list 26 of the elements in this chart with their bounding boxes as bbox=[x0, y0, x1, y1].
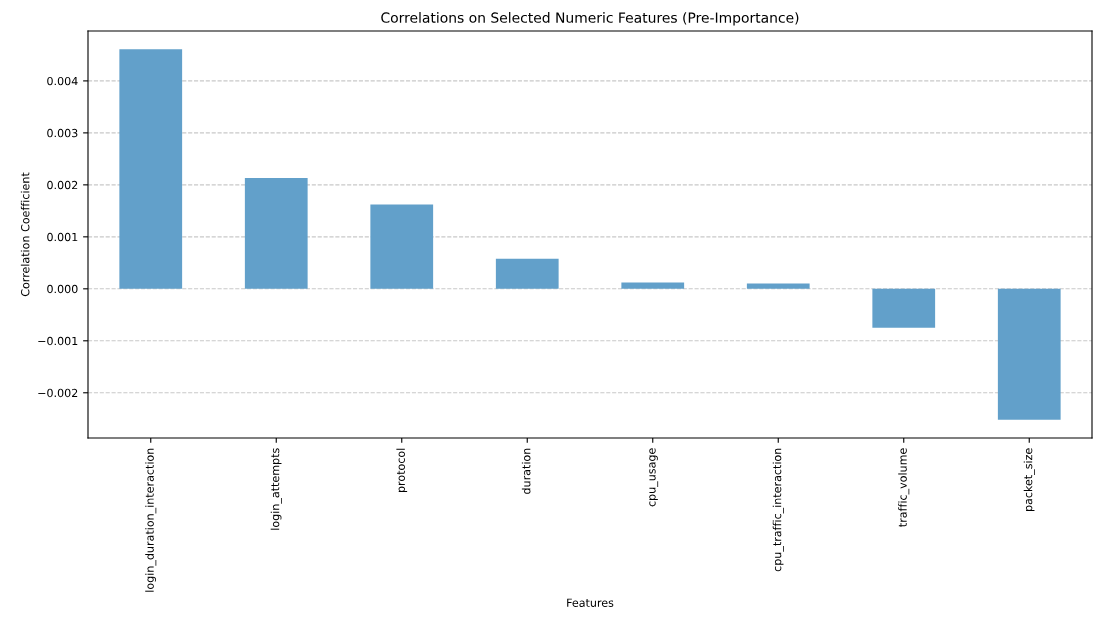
x-tick-label: protocol bbox=[396, 448, 408, 493]
bar bbox=[872, 288, 936, 328]
bar bbox=[621, 282, 685, 289]
y-tick-label: 0.004 bbox=[47, 76, 78, 86]
y-tick-label: −0.002 bbox=[38, 388, 78, 398]
y-tick-label: 0.000 bbox=[47, 284, 78, 294]
x-tick-label: login_attempts bbox=[270, 448, 282, 530]
bar bbox=[997, 288, 1061, 420]
chart-title: Correlations on Selected Numeric Features (Pre-Importance) bbox=[381, 12, 799, 26]
y-tick-label: 0.003 bbox=[47, 128, 78, 138]
y-axis-title: Correlation Coefficient bbox=[20, 172, 30, 297]
bar bbox=[244, 178, 308, 289]
bar bbox=[119, 49, 183, 289]
bar bbox=[746, 283, 810, 289]
x-tick-label: login_duration_interaction bbox=[145, 448, 157, 592]
x-tick-label: cpu_usage bbox=[649, 448, 659, 507]
x-tick-label: packet_size bbox=[1023, 448, 1035, 512]
y-tick-label: 0.001 bbox=[47, 232, 78, 242]
bar bbox=[495, 258, 559, 289]
x-tick-label: traffic_volume bbox=[898, 448, 910, 527]
y-tick-label: 0.002 bbox=[47, 180, 78, 190]
x-tick-label: duration bbox=[521, 448, 531, 494]
y-tick-label: −0.001 bbox=[38, 336, 78, 346]
bar bbox=[370, 204, 434, 289]
x-tick-label: cpu_traffic_interaction bbox=[772, 448, 784, 572]
x-axis-title: Features bbox=[567, 598, 614, 607]
